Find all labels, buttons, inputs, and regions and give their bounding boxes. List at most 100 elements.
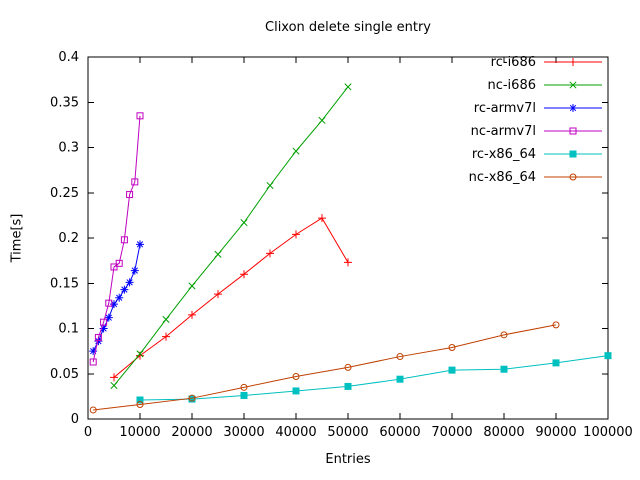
marker-square-open [120,236,128,244]
marker-plus [110,373,118,382]
marker-square-filled [396,375,404,383]
marker-square-filled [500,365,508,373]
x-tick-label: 0 [84,425,92,440]
x-tick-label: 50000 [327,425,368,440]
legend-entry-nc-i686: nc-i686 [487,78,602,93]
marker-circle-open [240,383,248,391]
marker-square-open [131,178,139,186]
marker-square-filled [604,352,612,360]
x-tick-label: 10000 [119,425,160,440]
legend-label-nc-i686: nc-i686 [487,78,536,93]
marker-square-filled [240,391,248,399]
marker-circle-open [396,353,404,361]
legend-entry-nc-x86_64: nc-x86_64 [469,170,602,185]
y-tick-label: 0 [71,412,79,427]
marker-asterisk [130,266,139,275]
series-rc-x86_64 [136,352,612,404]
y-tick-label: 0.1 [58,322,79,337]
marker-square-open [110,263,118,271]
marker-asterisk [104,313,113,322]
legend-label-rc-x86_64: rc-x86_64 [472,147,536,162]
marker-square-filled [569,150,577,158]
legend-entry-rc-i686: rc-i686 [491,55,602,70]
x-tick-label: 20000 [171,425,212,440]
marker-circle-open [89,406,97,414]
marker-asterisk [120,285,129,294]
series-rc-i686 [110,214,352,382]
series-line-rc-x86_64 [139,355,609,401]
marker-asterisk [569,104,577,112]
marker-cross [162,315,170,324]
marker-asterisk [136,240,144,249]
x-axis-label: Entries [325,452,371,467]
legend-entry-rc-x86_64: rc-x86_64 [472,147,602,162]
y-tick-label: 0.2 [58,231,79,246]
marker-plus [162,332,170,341]
series-line-nc-i686 [113,86,349,386]
marker-square-open [126,191,134,199]
marker-square-open [115,259,123,267]
marker-plus [240,270,248,279]
marker-square-filled [344,382,352,390]
marker-plus [569,58,577,66]
series-line-nc-x86_64 [93,324,557,411]
marker-square-filled [448,366,456,374]
marker-cross [569,81,577,89]
marker-asterisk [125,278,134,287]
x-tick-label: 80000 [483,425,524,440]
marker-circle-open [344,363,352,371]
marker-plus [344,258,352,267]
marker-square-filled [292,387,300,395]
marker-circle-open [292,372,300,380]
marker-cross [318,116,326,124]
legend-entry-rc-armv7l: rc-armv7l [474,101,602,116]
marker-plus [266,249,274,258]
x-tick-label: 60000 [379,425,420,440]
marker-cross [110,381,118,390]
legend-label-nc-x86_64: nc-x86_64 [469,170,536,185]
y-tick-label: 0.05 [50,367,79,382]
marker-circle-open [552,321,560,329]
legend-label-rc-armv7l: rc-armv7l [474,101,536,116]
marker-circle-open [569,173,577,181]
marker-cross [214,250,222,258]
series-nc-i686 [110,83,352,390]
marker-plus [318,214,326,223]
marker-asterisk [115,293,124,302]
chart-title: Clixon delete single entry [265,20,431,35]
marker-plus [214,290,222,299]
y-tick-label: 0.15 [50,276,79,291]
x-tick-label: 40000 [275,425,316,440]
x-tick-label: 100000 [583,425,633,440]
legend-entry-nc-armv7l: nc-armv7l [471,124,602,139]
marker-cross [240,219,248,227]
marker-cross [266,181,274,190]
marker-cross [188,282,196,290]
marker-circle-open [188,394,196,402]
marker-plus [292,230,300,239]
marker-circle-open [500,331,508,339]
marker-square-filled [136,396,144,404]
x-tick-label: 90000 [535,425,576,440]
marker-square-open [105,299,113,307]
marker-square-open [136,112,144,120]
marker-asterisk [89,347,98,356]
x-tick-label: 30000 [223,425,264,440]
y-tick-label: 0.35 [50,95,79,110]
marker-asterisk [99,324,108,333]
marker-cross [136,350,144,358]
marker-plus [188,310,196,319]
series-nc-armv7l [89,112,144,366]
marker-square-open [89,358,97,366]
series-line-rc-i686 [113,217,349,378]
marker-circle-open [136,401,144,409]
marker-asterisk [110,300,118,309]
marker-square-open [94,334,102,342]
series-rc-armv7l [89,240,144,356]
legend-label-nc-armv7l: nc-armv7l [471,124,536,139]
marker-square-filled [552,359,560,367]
marker-circle-open [448,344,456,352]
marker-cross [344,83,352,91]
